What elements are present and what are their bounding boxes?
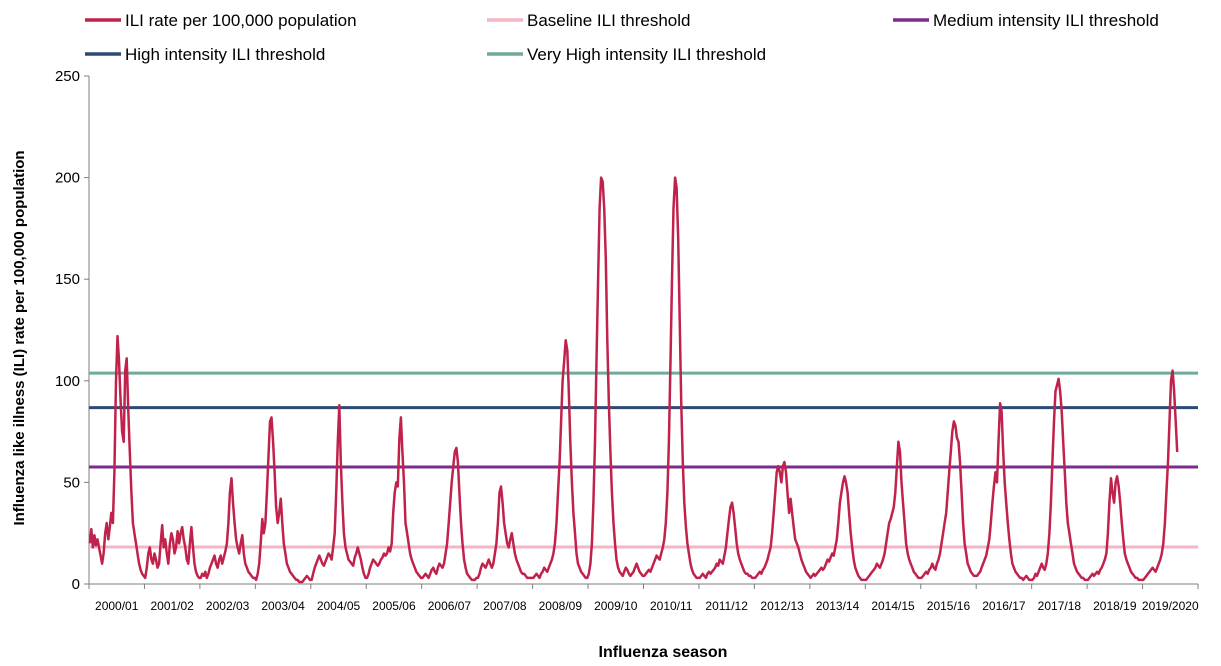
threshold-lines [89,371,1198,549]
legend-label-2: Medium intensity ILI threshold [933,11,1159,30]
legend-label-3: High intensity ILI threshold [125,45,325,64]
x-tick-label: 2008/09 [539,599,583,613]
x-tick-label: 2013/14 [816,599,860,613]
x-tick-label: 2015/16 [927,599,971,613]
y-tick-label: 200 [55,170,80,187]
x-tick-label: 2019/2020 [1142,599,1199,613]
legend-label-4: Very High intensity ILI threshold [527,45,766,64]
x-tick-label: 2018/19 [1093,599,1137,613]
y-axis-title: Influenza like illness (ILI) rate per 10… [11,150,28,525]
x-tick-label: 2006/07 [428,599,472,613]
x-tick-label: 2004/05 [317,599,361,613]
legend-label-0: ILI rate per 100,000 population [125,11,357,30]
y-tick-label: 50 [63,474,80,491]
y-tick-label: 150 [55,271,80,288]
x-axis-title: Influenza season [599,644,728,661]
ili-rate-series [88,176,1179,584]
y-tick-label: 250 [55,68,80,85]
x-tick-label: 2001/02 [150,599,194,613]
x-tick-label: 2017/18 [1038,599,1082,613]
legend-label-1: Baseline ILI threshold [527,11,691,30]
legend: ILI rate per 100,000 population Baseline … [85,11,1159,64]
y-axis: 0 50 100 150 200 250 [55,68,90,593]
x-tick-label: 2002/03 [206,599,250,613]
x-tick-label: 2005/06 [372,599,416,613]
x-tick-label: 2003/04 [261,599,305,613]
x-tick-label: 2010/11 [650,599,693,613]
x-tick-label: 2007/08 [483,599,527,613]
y-tick-label: 0 [72,576,80,593]
x-tick-label: 2014/15 [871,599,915,613]
x-tick-label: 2016/17 [982,599,1026,613]
x-tick-label: 2011/12 [705,599,748,613]
x-tick-label: 2000/01 [95,599,139,613]
x-axis: 2000/01 2001/02 2002/03 2003/04 2004/05 2005/… [88,583,1199,613]
ili-rate-line [88,176,1179,584]
y-tick-label: 100 [55,373,80,390]
x-tick-label: 2009/10 [594,599,638,613]
x-tick-label: 2012/13 [760,599,804,613]
